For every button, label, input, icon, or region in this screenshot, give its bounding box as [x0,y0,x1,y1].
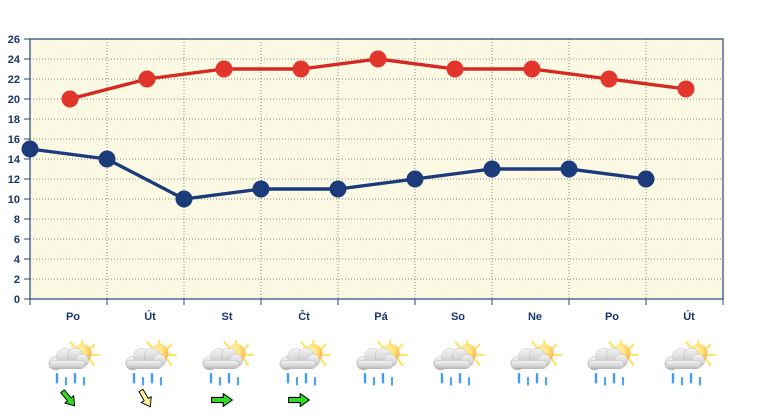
svg-text:22: 22 [8,74,20,86]
svg-text:2: 2 [14,274,20,286]
svg-text:So: So [451,311,465,323]
svg-text:16: 16 [8,134,20,146]
svg-text:Út: Út [144,310,156,323]
svg-text:0: 0 [14,294,20,306]
svg-text:20: 20 [8,94,20,106]
svg-text:18: 18 [8,114,20,126]
svg-text:Ne: Ne [528,311,542,323]
svg-text:Út: Út [683,310,695,323]
svg-text:14: 14 [8,154,21,166]
svg-text:26: 26 [8,34,20,46]
svg-text:8: 8 [14,214,20,226]
svg-text:6: 6 [14,234,20,246]
svg-text:4: 4 [14,254,21,266]
svg-text:Pá: Pá [374,311,388,323]
svg-text:24: 24 [8,54,21,66]
svg-text:St: St [222,311,233,323]
svg-text:10: 10 [8,194,20,206]
svg-text:12: 12 [8,174,20,186]
svg-text:Po: Po [66,311,80,323]
svg-text:Čt: Čt [298,310,310,323]
svg-text:Po: Po [605,311,619,323]
